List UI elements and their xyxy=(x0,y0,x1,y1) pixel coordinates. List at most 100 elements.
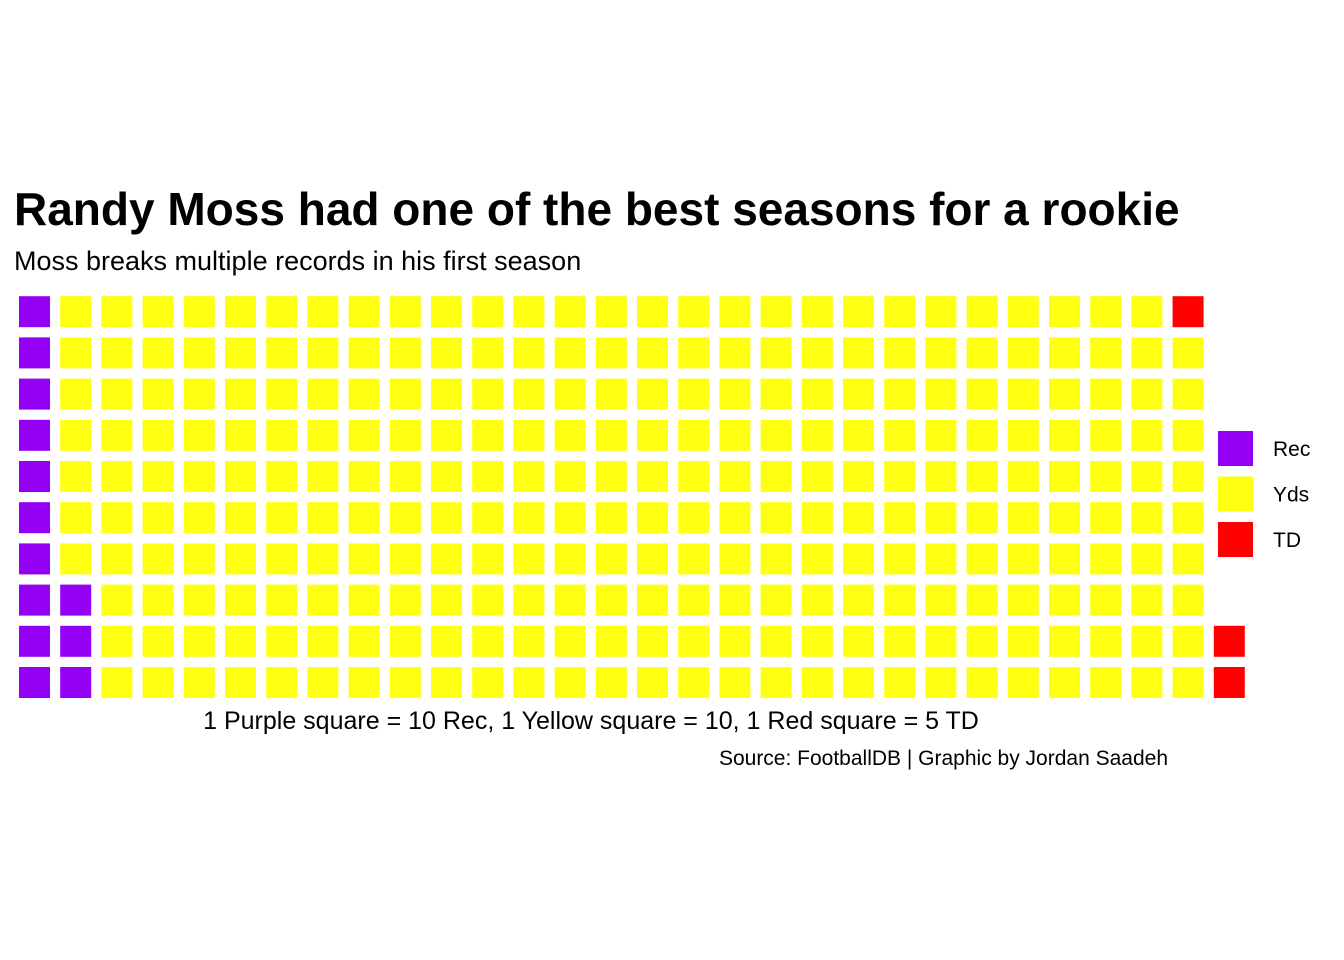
waffle-square-yds xyxy=(1007,296,1039,328)
waffle-square-yds xyxy=(225,461,256,492)
waffle-square-rec xyxy=(19,419,50,451)
waffle-square-yds xyxy=(431,667,462,698)
waffle-square-yds xyxy=(307,667,339,698)
waffle-square-yds xyxy=(1049,337,1080,369)
waffle-square-yds xyxy=(801,419,833,451)
waffle-square-yds xyxy=(966,543,998,575)
waffle-square-yds xyxy=(1131,543,1163,575)
waffle-square-yds xyxy=(760,625,792,657)
waffle-square-yds xyxy=(472,461,504,492)
waffle-square-yds xyxy=(637,296,668,328)
waffle-square-yds xyxy=(142,461,174,492)
waffle-square-yds xyxy=(389,296,421,328)
waffle-square-yds xyxy=(554,584,586,616)
waffle-square-yds xyxy=(389,584,421,616)
waffle-square-yds xyxy=(801,543,833,575)
waffle-square-yds xyxy=(884,667,916,698)
waffle-square-yds xyxy=(554,296,586,328)
waffle-square-yds xyxy=(1049,543,1080,575)
waffle-square-yds xyxy=(266,625,298,657)
waffle-square-yds xyxy=(513,625,545,657)
waffle-square-yds xyxy=(1090,543,1122,575)
waffle-square-yds xyxy=(1007,625,1039,657)
waffle-square-yds xyxy=(60,296,92,328)
waffle-square-yds xyxy=(225,543,256,575)
waffle-square-yds xyxy=(637,667,668,698)
waffle-square-yds xyxy=(1090,378,1122,410)
waffle-square-yds xyxy=(60,502,92,534)
waffle-square-yds xyxy=(348,625,380,657)
waffle-square-yds xyxy=(843,584,874,616)
waffle-square-yds xyxy=(801,461,833,492)
waffle-square-yds xyxy=(183,296,215,328)
waffle-square-yds xyxy=(678,502,710,534)
waffle-square-yds xyxy=(348,337,380,369)
waffle-square-yds xyxy=(472,625,504,657)
waffle-square-yds xyxy=(101,337,133,369)
waffle-square-yds xyxy=(925,378,957,410)
waffle-square-yds xyxy=(719,584,751,616)
waffle-square-yds xyxy=(1131,378,1163,410)
waffle-square-yds xyxy=(60,378,92,410)
waffle-square-yds xyxy=(1049,502,1080,534)
waffle-square-yds xyxy=(966,502,998,534)
waffle-square-rec xyxy=(19,461,50,492)
waffle-square-yds xyxy=(101,502,133,534)
waffle-square-yds xyxy=(1172,337,1204,369)
waffle-square-yds xyxy=(307,419,339,451)
waffle-square-yds xyxy=(472,584,504,616)
waffle-square-yds xyxy=(760,461,792,492)
waffle-square-yds xyxy=(1007,378,1039,410)
waffle-square-yds xyxy=(925,667,957,698)
waffle-square-yds xyxy=(1049,419,1080,451)
waffle-square-yds xyxy=(1049,461,1080,492)
waffle-square-yds xyxy=(60,337,92,369)
chart-title: Randy Moss had one of the best seasons f… xyxy=(14,183,1180,235)
legend: Rec Yds TD xyxy=(1218,431,1310,557)
waffle-square-yds xyxy=(183,337,215,369)
waffle-square-yds xyxy=(843,625,874,657)
waffle-square-yds xyxy=(678,461,710,492)
waffle-square-yds xyxy=(595,419,627,451)
waffle-square-yds xyxy=(1172,419,1204,451)
waffle-square-yds xyxy=(1172,667,1204,698)
waffle-square-yds xyxy=(1007,502,1039,534)
waffle-square-yds xyxy=(266,337,298,369)
waffle-square-yds xyxy=(389,667,421,698)
waffle-square-yds xyxy=(801,625,833,657)
waffle-square-yds xyxy=(101,419,133,451)
waffle-square-yds xyxy=(1007,543,1039,575)
waffle-square-yds xyxy=(225,378,256,410)
waffle-square-yds xyxy=(266,296,298,328)
waffle-square-yds xyxy=(719,337,751,369)
waffle-square-yds xyxy=(513,543,545,575)
waffle-square-yds xyxy=(1172,543,1204,575)
waffle-square-yds xyxy=(595,296,627,328)
waffle-square-yds xyxy=(142,625,174,657)
waffle-square-yds xyxy=(925,625,957,657)
waffle-square-yds xyxy=(637,378,668,410)
waffle-square-yds xyxy=(637,502,668,534)
waffle-square-yds xyxy=(595,461,627,492)
waffle-square-yds xyxy=(637,461,668,492)
waffle-square-yds xyxy=(1131,584,1163,616)
waffle-square-yds xyxy=(554,337,586,369)
waffle-square-yds xyxy=(595,378,627,410)
waffle-square-rec xyxy=(60,667,92,698)
waffle-square-yds xyxy=(142,584,174,616)
waffle-square-yds xyxy=(884,543,916,575)
waffle-square-yds xyxy=(554,419,586,451)
waffle-square-yds xyxy=(884,337,916,369)
waffle-square-yds xyxy=(760,378,792,410)
waffle-square-yds xyxy=(1090,419,1122,451)
waffle-square-yds xyxy=(884,419,916,451)
waffle-square-yds xyxy=(101,378,133,410)
waffle-square-yds xyxy=(348,584,380,616)
waffle-square-rec xyxy=(19,296,50,328)
waffle-square-yds xyxy=(1172,378,1204,410)
waffle-square-yds xyxy=(884,296,916,328)
waffle-square-yds xyxy=(595,625,627,657)
waffle-square-yds xyxy=(266,667,298,698)
waffle-square-yds xyxy=(1172,502,1204,534)
waffle-square-yds xyxy=(101,461,133,492)
